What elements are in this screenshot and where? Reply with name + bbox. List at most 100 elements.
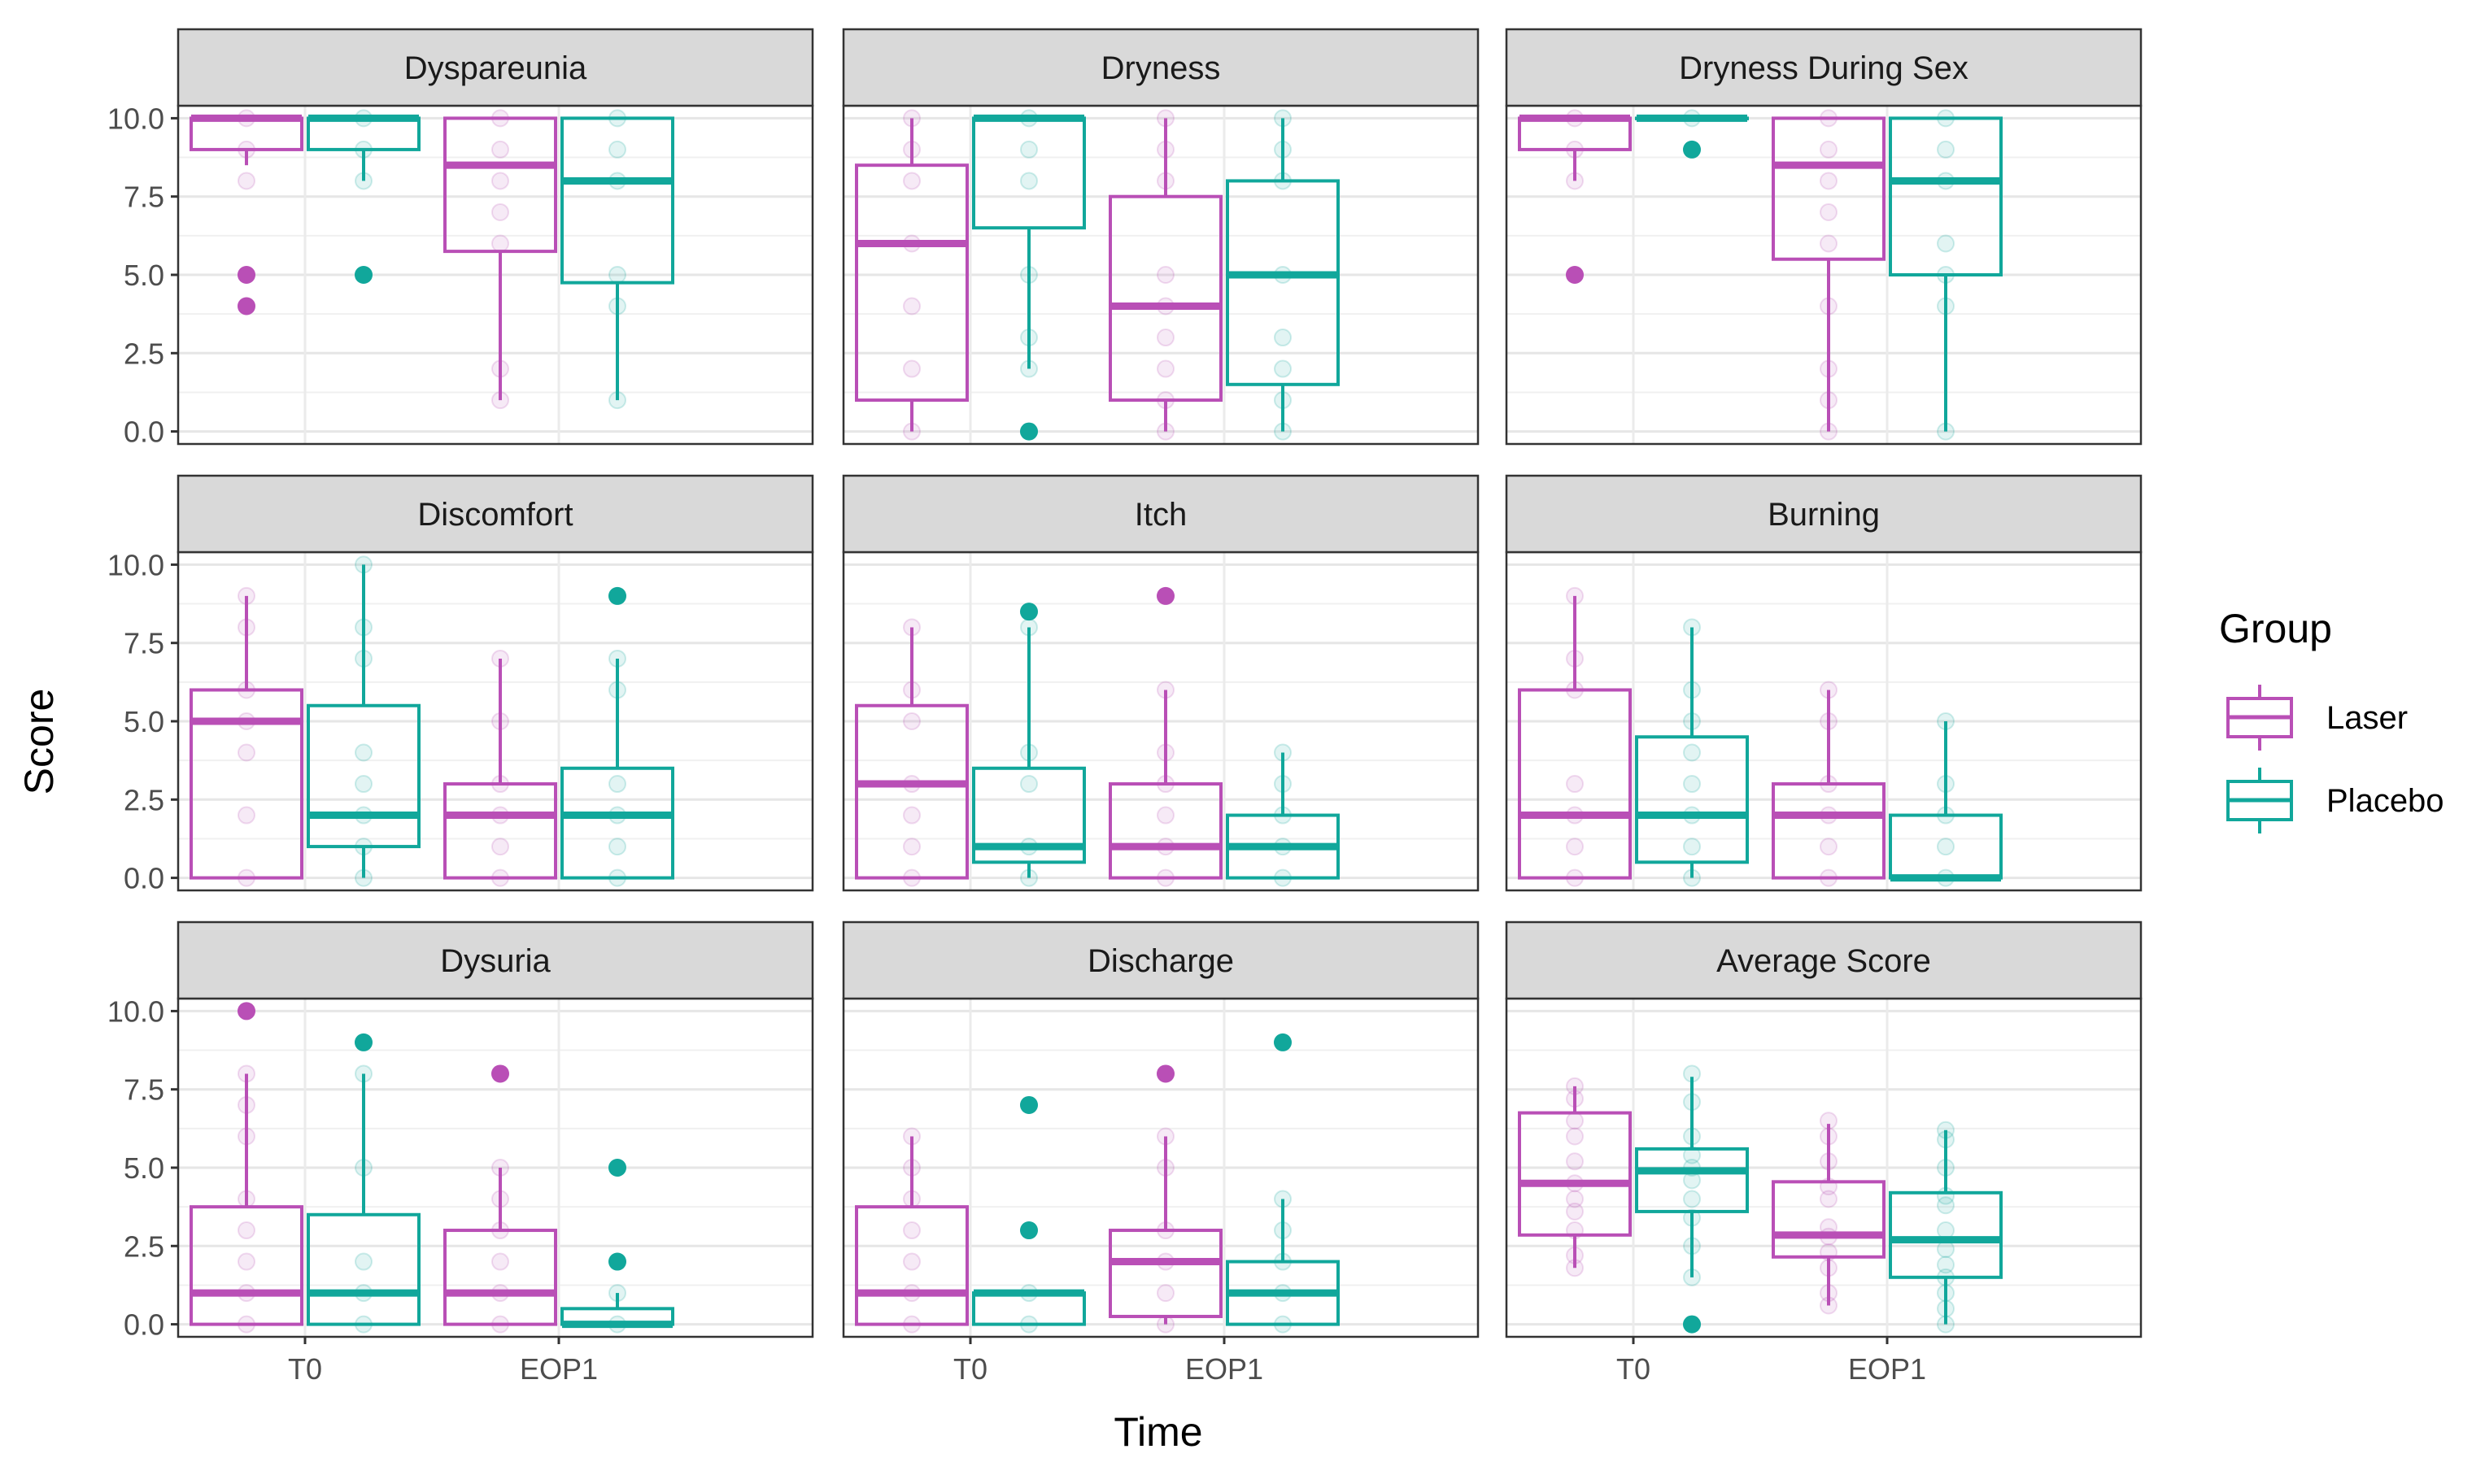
data-point [903,838,921,856]
panel-discomfort: Discomfort 0.0 2.5 5.0 7.5 10.0 [107,474,814,895]
iqr-box [190,116,303,151]
strip-title: Average Score [1716,943,1931,979]
iqr-box [443,1229,557,1326]
strip-title: Itch [1135,497,1187,533]
x-tick-label: EOP1 [1185,1352,1263,1386]
iqr-box [1109,1229,1223,1318]
box-t0-placebo [307,109,421,284]
data-point [1937,838,1955,856]
y-tick-label: 10.0 [107,102,164,135]
y-tick-label: 10.0 [107,548,164,581]
iqr-box [560,766,674,880]
outlier-point [355,266,373,284]
iqr-box [443,782,557,880]
strip-title: Discharge [1088,943,1234,979]
data-point [355,775,373,794]
strip-title: Dryness [1101,50,1221,86]
iqr-box [1889,813,2003,880]
data-point [1566,838,1584,856]
data-point [238,172,255,190]
box-eop1-placebo [560,1159,674,1334]
data-point [1820,140,1838,159]
box-t0-laser [190,109,303,316]
data-point [1937,1256,1955,1274]
legend-label: Laser [2326,700,2408,736]
data-point [491,172,509,190]
y-tick-label: 2.5 [124,783,164,816]
outlier-point [608,1252,626,1271]
y-tick-label: 2.5 [124,337,164,370]
data-point [903,1221,921,1240]
outlier-point [1020,603,1038,621]
box-eop1-placebo [1226,1033,1340,1334]
data-point [1020,140,1038,159]
outlier-point [491,1064,509,1083]
data-point [1820,234,1838,253]
strip-background [177,474,814,554]
box-t0-laser [190,1002,303,1334]
data-point [1820,172,1838,190]
data-point [1820,838,1838,856]
iqr-box [190,688,303,880]
data-point [1937,140,1955,159]
box-t0-laser [1518,109,1632,284]
data-point [608,838,626,856]
iqr-box [190,1205,303,1326]
grid-lines [844,999,1478,1337]
iqr-box [1518,1111,1632,1237]
iqr-box [1109,194,1223,403]
data-point [238,806,255,825]
data-point [238,743,255,762]
y-tick-label: 0.0 [124,1308,164,1342]
strip-title: Dyspareunia [404,50,587,86]
outlier-point [1157,586,1175,605]
data-point [1157,329,1175,347]
iqr-box [1889,1190,2003,1279]
iqr-box [1772,782,1886,880]
facet-panels: Dyspareunia 0.0 2.5 5.0 7.5 10.0 Dryness Drynes… [107,28,2143,1386]
outlier-point [1683,1315,1701,1334]
data-point [1683,743,1701,762]
data-point [1157,1284,1175,1303]
strip-background [842,920,1480,1000]
outlier-point [1566,266,1584,284]
strip-background [842,28,1480,107]
x-tick-label: EOP1 [520,1352,598,1386]
panel-dryness-during-sex: Dryness During Sex [1505,28,2143,446]
x-axis-title: Time [1114,1409,1202,1455]
box-eop1-laser [1109,1064,1223,1334]
data-point [1157,806,1175,825]
outlier-point [1020,1095,1038,1114]
panel-itch: Itch [842,474,1480,892]
data-point [1274,329,1292,347]
strip-title: Dryness During Sex [1679,50,1968,86]
box-t0-laser [1518,586,1632,887]
iqr-box [1772,1180,1886,1259]
data-point [1157,266,1175,284]
iqr-box [1109,782,1223,880]
strip-title: Burning [1768,497,1880,533]
data-point [1566,1202,1584,1221]
legend-label: Placebo [2326,783,2444,819]
box-t0-placebo [972,109,1086,441]
panel-dryness: Dryness [842,28,1480,446]
data-point [491,1252,509,1271]
y-tick-label: 2.5 [124,1229,164,1263]
data-point [491,202,509,221]
iqr-box [443,116,557,254]
strip-background [842,474,1480,554]
box-t0-laser [1518,1077,1632,1277]
box-eop1-laser [1772,681,1886,887]
box-eop1-laser [443,109,557,410]
strip-title: Discomfort [417,497,573,533]
grid-lines [844,552,1478,890]
box-t0-placebo [307,1033,421,1334]
iqr-box [972,1291,1086,1326]
data-point [1566,775,1584,794]
box-eop1-laser [443,649,557,887]
data-point [903,297,921,316]
data-point [1157,359,1175,378]
iqr-box [307,1212,421,1326]
data-point [1566,1127,1584,1146]
